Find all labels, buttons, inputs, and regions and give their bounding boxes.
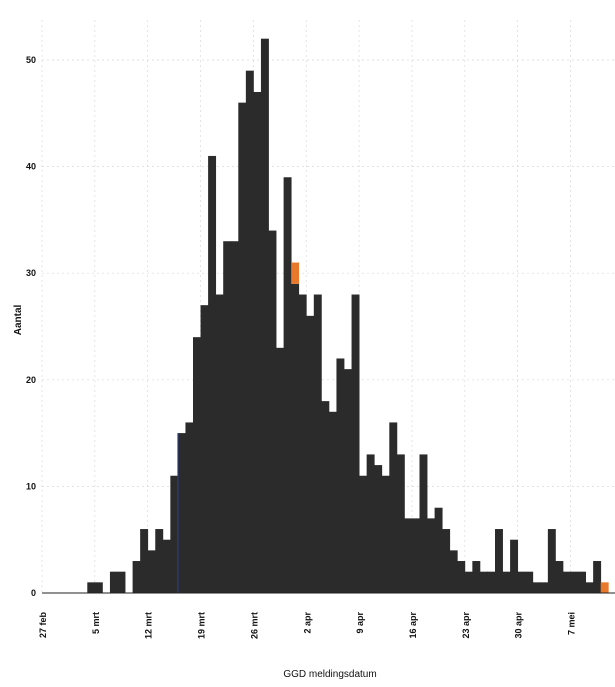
y-tick-label: 10 xyxy=(26,481,36,491)
histogram-bar xyxy=(283,177,292,593)
histogram-bar xyxy=(449,550,458,593)
histogram-bar xyxy=(570,571,579,593)
histogram-bar xyxy=(193,337,201,593)
histogram-bar xyxy=(336,358,345,593)
histogram-bar xyxy=(525,571,534,593)
histogram-bar xyxy=(532,582,541,593)
histogram-bar xyxy=(208,155,217,593)
histogram-bar xyxy=(87,582,96,593)
bars-layer xyxy=(87,38,609,594)
histogram-bar xyxy=(268,230,277,593)
histogram-bar xyxy=(140,529,149,593)
y-tick-labels: 0 10 20 30 40 50 xyxy=(26,55,36,598)
histogram-bar xyxy=(344,369,352,593)
histogram-bar xyxy=(396,454,405,593)
histogram-bar xyxy=(464,571,473,593)
histogram-bar xyxy=(155,529,164,593)
histogram-bar xyxy=(200,305,209,593)
x-tick-label: 9 apr xyxy=(355,612,365,634)
histogram-bar xyxy=(442,529,451,593)
histogram-bar xyxy=(593,561,602,593)
histogram-bar xyxy=(562,571,571,593)
histogram-bar xyxy=(389,422,398,593)
histogram-bar xyxy=(351,294,360,593)
y-tick-label: 40 xyxy=(26,162,36,172)
histogram-bar xyxy=(411,518,420,593)
y-tick-label: 30 xyxy=(26,268,36,278)
histogram-bar xyxy=(313,294,322,593)
histogram-bar xyxy=(147,550,156,593)
histogram-bar xyxy=(230,241,239,593)
histogram-bar xyxy=(419,454,428,593)
histogram-bar xyxy=(359,475,368,593)
histogram-bar xyxy=(298,294,307,593)
x-tick-label: 30 apr xyxy=(514,612,524,639)
histogram-bar xyxy=(540,582,549,593)
histogram-bar xyxy=(374,465,383,593)
histogram-bar xyxy=(170,475,179,593)
histogram-bar xyxy=(457,561,466,593)
histogram-bar xyxy=(404,518,413,593)
histogram-bar xyxy=(495,529,503,593)
histogram-bar xyxy=(502,571,511,593)
x-tick-label: 2 apr xyxy=(302,612,312,634)
histogram-bar xyxy=(328,411,337,593)
y-tick-label: 20 xyxy=(26,375,36,385)
x-tick-labels: 27 feb 5 mrt 12 mrt 19 mrt 26 mrt 2 apr 9 apr 1… xyxy=(38,612,577,640)
y-tick-label: 0 xyxy=(31,588,36,598)
histogram-bar xyxy=(578,571,586,593)
histogram-bar-accent xyxy=(600,582,609,593)
histogram-bar xyxy=(321,401,330,593)
x-tick-label: 16 apr xyxy=(408,612,418,639)
x-axis-title: GGD meldingsdatum xyxy=(283,669,376,680)
histogram-bar xyxy=(260,38,269,594)
histogram-bar xyxy=(381,475,390,593)
histogram-bar xyxy=(132,561,141,593)
histogram-bar xyxy=(276,347,284,593)
histogram-bar xyxy=(510,539,519,593)
histogram-bar xyxy=(479,571,488,593)
x-tick-label: 27 feb xyxy=(38,612,48,639)
histogram-bar xyxy=(94,582,103,593)
histogram-bar-accent xyxy=(291,262,300,284)
histogram-bar xyxy=(472,561,481,593)
histogram-bar xyxy=(185,422,194,593)
x-tick-label: 19 mrt xyxy=(197,612,207,639)
x-tick-label: 12 mrt xyxy=(144,612,154,639)
histogram-bar xyxy=(306,315,315,593)
y-axis-title: Aantal xyxy=(13,304,24,335)
histogram-bar xyxy=(547,529,556,593)
histogram-bar xyxy=(555,561,564,593)
y-tick-label: 50 xyxy=(26,55,36,65)
histogram-bar xyxy=(427,518,435,593)
histogram-bar xyxy=(585,582,594,593)
histogram-bar xyxy=(238,102,247,593)
histogram-bar xyxy=(162,539,171,593)
histogram-bar xyxy=(215,294,224,593)
histogram-bar xyxy=(245,70,254,593)
histogram-bar xyxy=(109,571,118,593)
histogram-bar xyxy=(434,507,443,593)
histogram-bar xyxy=(291,283,300,593)
histogram-bar xyxy=(366,454,375,593)
x-tick-label: 23 apr xyxy=(461,612,471,639)
x-tick-label: 5 mrt xyxy=(91,612,101,634)
histogram-bar xyxy=(487,571,496,593)
x-tick-label: 7 mei xyxy=(567,612,577,635)
histogram-bar xyxy=(517,571,526,593)
histogram-bar xyxy=(117,571,126,593)
histogram-bar xyxy=(253,91,262,593)
x-tick-label: 26 mrt xyxy=(249,612,259,639)
histogram-bar xyxy=(177,433,186,593)
histogram-bar xyxy=(223,241,232,593)
